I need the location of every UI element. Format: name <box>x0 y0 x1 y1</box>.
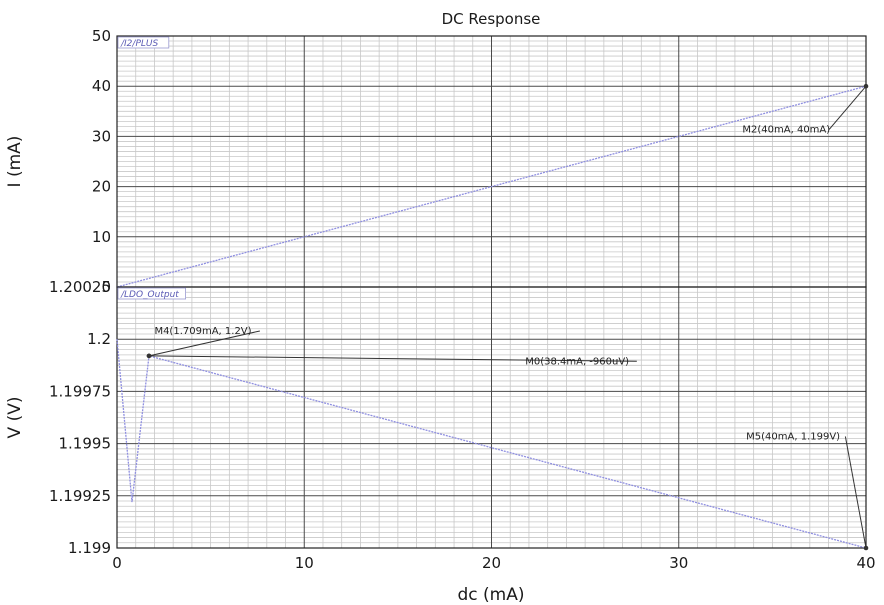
series-line <box>116 85 867 288</box>
panel-1: 50 40 30 20 10 0 I (mA) /I2/PLUS M2(40mA, 40mA) <box>5 27 869 296</box>
y-tick-label: 1.20025 <box>49 278 111 296</box>
marker-label: M5(40mA, 1.199V) <box>746 431 840 442</box>
x-tick-label: 40 <box>856 554 875 572</box>
x-tick-label: 30 <box>669 554 688 572</box>
marker-label: M0(38.4mA, -960uV) <box>525 356 629 367</box>
y-tick-label: 1.1995 <box>59 435 112 453</box>
y-tick-label: 10 <box>92 228 111 246</box>
y-tick-label: 1.2 <box>87 330 111 348</box>
y-axis-label: I (mA) <box>5 136 25 188</box>
plot-frame <box>116 286 867 549</box>
y-tick-label: 1.199 <box>68 539 111 557</box>
y-tick-label: 1.19975 <box>49 382 111 400</box>
marker-point <box>863 83 869 89</box>
marker-leader-line <box>844 436 867 549</box>
marker-point <box>863 545 869 551</box>
x-tick-label: 10 <box>295 554 314 572</box>
marker-leader-line <box>148 330 260 357</box>
x-axis-label: dc (mA) <box>458 585 525 605</box>
y-tick-label: 50 <box>92 27 111 45</box>
y-tick-label: 0 <box>101 278 111 296</box>
trace-tag-box <box>117 287 186 300</box>
marker-point <box>146 353 152 359</box>
y-tick-label: 40 <box>92 77 111 95</box>
y-tick-label: 1.19925 <box>49 487 111 505</box>
y-axis-label: V (V) <box>5 397 25 439</box>
trace-tag-label: /I2/PLUS <box>120 39 158 49</box>
chart-title: DC Response <box>442 10 541 28</box>
y-tick-label: 30 <box>92 127 111 145</box>
marker-leader-line <box>148 355 637 362</box>
x-tick-label: 20 <box>482 554 501 572</box>
trace-tag-label: /LDO_Output <box>120 290 179 300</box>
y-tick-label: 20 <box>92 178 111 196</box>
x-tick-label: 0 <box>112 554 122 572</box>
marker-label: M2(40mA, 40mA) <box>742 124 830 135</box>
chart-panels: 50 40 30 20 10 0 I (mA) /I2/PLUS M2(40mA, 40mA) 1… <box>5 27 876 572</box>
marker-leader-line <box>828 85 867 130</box>
trace-tag-box <box>117 36 170 49</box>
marker-label: M4(1.709mA, 1.2V) <box>154 326 251 337</box>
series-line <box>116 339 867 549</box>
panel-2: 1.20025 1.2 1.19975 1.1995 1.19925 1.199 V (V)… <box>5 278 869 557</box>
